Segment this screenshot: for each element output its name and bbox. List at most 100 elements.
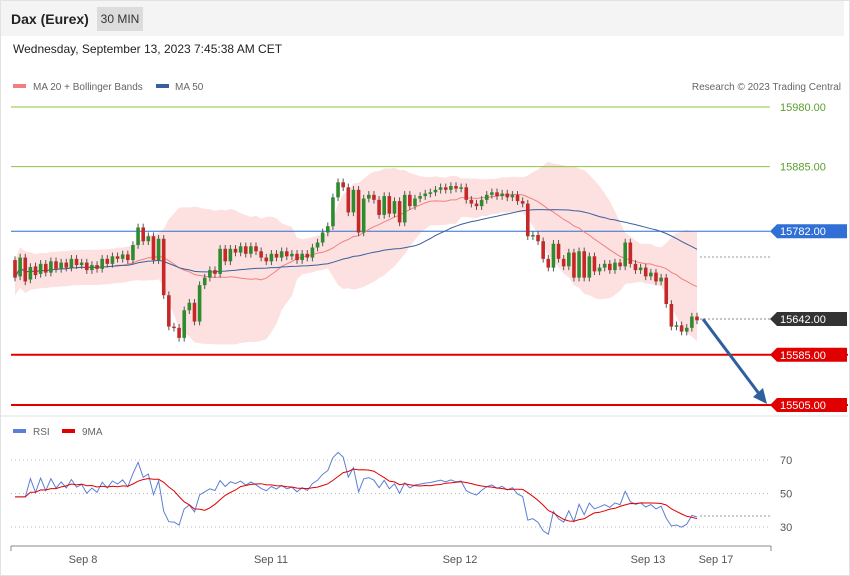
candle-body-121	[633, 263, 638, 271]
candle-body-75	[397, 201, 402, 223]
rsi-tick-30: 30	[780, 522, 792, 534]
candle-body-47	[254, 246, 258, 252]
candle-body-62	[331, 197, 335, 227]
candle-body-2	[23, 257, 28, 282]
candle-body-109	[572, 252, 576, 278]
candle-body-70	[372, 194, 376, 200]
candle-body-118	[618, 262, 622, 267]
candle-body-85	[449, 186, 453, 190]
level-label-4: 15585.00	[780, 350, 826, 362]
candle-body-103	[541, 241, 545, 259]
candle-body-15	[90, 265, 94, 271]
candle-body-127	[664, 277, 669, 304]
candle-body-114	[597, 267, 602, 272]
candle-body-33	[182, 310, 187, 338]
candle-body-132	[690, 316, 694, 328]
candle-body-18	[105, 258, 110, 264]
legend-ma50-label: MA 50	[175, 82, 204, 93]
candle-body-82	[433, 189, 438, 193]
ma50-line	[14, 209, 698, 278]
candle-body-130	[679, 325, 684, 332]
candle-body-100	[525, 203, 530, 237]
candle-body-41	[223, 248, 228, 262]
candle-body-54	[290, 253, 294, 257]
chart-header: Dax (Eurex) 30 MIN	[1, 1, 844, 36]
legend-swatch-ma20	[13, 84, 26, 88]
candle-body-0	[13, 260, 17, 278]
candle-body-92	[484, 194, 489, 200]
candle-body-43	[233, 248, 238, 253]
candle-body-87	[459, 187, 463, 189]
level-label-5: 15505.00	[780, 400, 826, 412]
candle-body-105	[551, 243, 556, 268]
candle-body-34	[187, 302, 192, 311]
candle-body-28	[156, 238, 161, 261]
candle-body-78	[413, 198, 417, 207]
candle-body-48	[259, 251, 263, 258]
candle-body-111	[582, 251, 586, 278]
candle-body-60	[320, 232, 325, 243]
candle-body-26	[146, 236, 151, 242]
legend-ma20-label: MA 20 + Bollinger Bands	[33, 82, 143, 93]
candle-body-42	[228, 248, 233, 262]
candle-body-115	[602, 263, 607, 268]
candle-body-36	[197, 285, 202, 322]
candle-body-89	[469, 199, 474, 204]
candle-body-4	[33, 266, 38, 276]
candle-body-84	[443, 187, 448, 190]
candle-body-1	[18, 257, 22, 277]
candle-body-11	[69, 258, 74, 268]
legend-swatch-ma50	[156, 84, 169, 88]
candlesticks	[13, 178, 699, 342]
x-tick-label-4: Sep 17	[699, 554, 734, 566]
candle-body-88	[464, 187, 469, 200]
candle-body-7	[49, 261, 53, 273]
candle-body-90	[474, 203, 479, 207]
candle-body-39	[213, 270, 217, 274]
candle-body-98	[515, 194, 520, 202]
candle-body-45	[243, 246, 248, 254]
timeframe-button[interactable]: 30 MIN	[97, 7, 143, 31]
candle-body-52	[279, 251, 284, 258]
candle-body-13	[79, 262, 84, 266]
chart-credit: Research © 2023 Trading Central	[692, 82, 841, 93]
level-label-0: 15980.00	[780, 102, 826, 114]
candle-body-95	[500, 193, 504, 197]
candle-body-108	[567, 252, 571, 267]
candle-body-99	[520, 201, 525, 204]
forecast-arrow-head	[753, 388, 767, 404]
candle-body-55	[295, 253, 299, 261]
candle-body-58	[310, 247, 315, 258]
candle-body-64	[341, 182, 345, 188]
candle-body-63	[336, 182, 340, 198]
rsi-ma-line	[15, 468, 698, 522]
candle-body-71	[377, 199, 381, 215]
candle-body-50	[269, 253, 274, 262]
candle-body-116	[608, 263, 612, 271]
candle-body-19	[110, 256, 115, 264]
candle-body-125	[654, 272, 658, 282]
candle-body-112	[587, 256, 592, 278]
legend-rsi-label: RSI	[33, 427, 50, 438]
chart-datetime: Wednesday, September 13, 2023 7:45:38 AM…	[13, 42, 283, 56]
rsi-pane: 70 50 30	[11, 451, 792, 536]
candle-body-91	[479, 199, 484, 207]
candle-body-83	[438, 187, 443, 190]
forecast-arrow-shaft	[701, 318, 762, 396]
rsi-line	[15, 451, 698, 536]
level-tag-5	[770, 398, 847, 412]
price-levels: 15980.00 15885.00 15782.00 15642.00 15585.00…	[11, 102, 848, 412]
candle-body-35	[192, 302, 197, 322]
candle-body-67	[356, 189, 361, 233]
candle-body-17	[100, 258, 104, 269]
candle-body-97	[510, 194, 515, 198]
candle-body-133	[695, 316, 699, 321]
x-tick-label-1: Sep 11	[254, 554, 288, 566]
candle-body-5	[38, 263, 43, 274]
candle-body-102	[536, 234, 540, 242]
level-tag-3	[770, 312, 847, 327]
candle-body-110	[577, 251, 581, 278]
candle-body-30	[167, 295, 171, 327]
candle-body-123	[643, 267, 648, 277]
candle-body-126	[659, 277, 663, 282]
